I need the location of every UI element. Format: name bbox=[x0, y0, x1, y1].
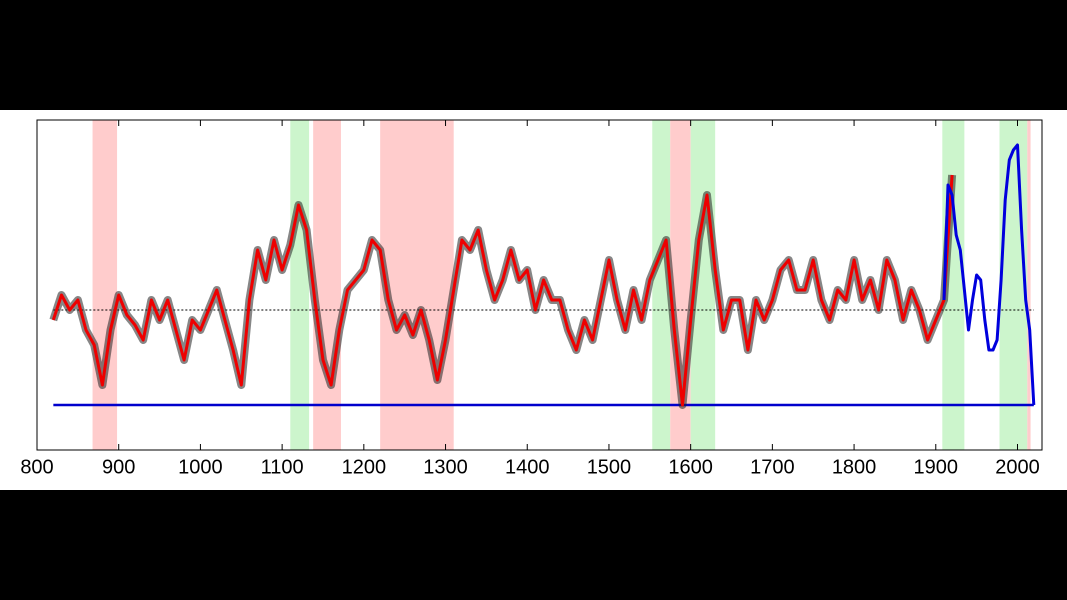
x-tick-label: 1500 bbox=[587, 456, 632, 478]
x-tick-label: 1200 bbox=[342, 456, 387, 478]
x-tick-label: 1800 bbox=[832, 456, 877, 478]
highlight-span bbox=[652, 120, 671, 450]
x-tick-label: 1900 bbox=[914, 456, 959, 478]
plot-area bbox=[36, 120, 1036, 450]
highlight-span bbox=[999, 120, 1028, 450]
x-tick-label: 900 bbox=[102, 456, 135, 478]
x-tick-label: 2000 bbox=[995, 456, 1040, 478]
highlight-span bbox=[380, 120, 454, 450]
highlight-span bbox=[313, 120, 341, 450]
x-tick-label: 800 bbox=[20, 456, 53, 478]
x-tick-label: 1700 bbox=[750, 456, 795, 478]
highlight-span bbox=[290, 120, 310, 450]
series-line bbox=[51, 174, 954, 407]
plot-frame bbox=[36, 119, 1043, 451]
x-tick-label: 1300 bbox=[423, 456, 468, 478]
x-tick-label: 1100 bbox=[261, 456, 304, 478]
x-tick-label: 1400 bbox=[505, 456, 550, 478]
highlight-span bbox=[1027, 120, 1031, 450]
x-tick-label: 1600 bbox=[668, 456, 713, 478]
series-line bbox=[942, 143, 1036, 406]
highlight-span bbox=[92, 120, 118, 450]
x-tick-label: 1000 bbox=[178, 456, 223, 478]
